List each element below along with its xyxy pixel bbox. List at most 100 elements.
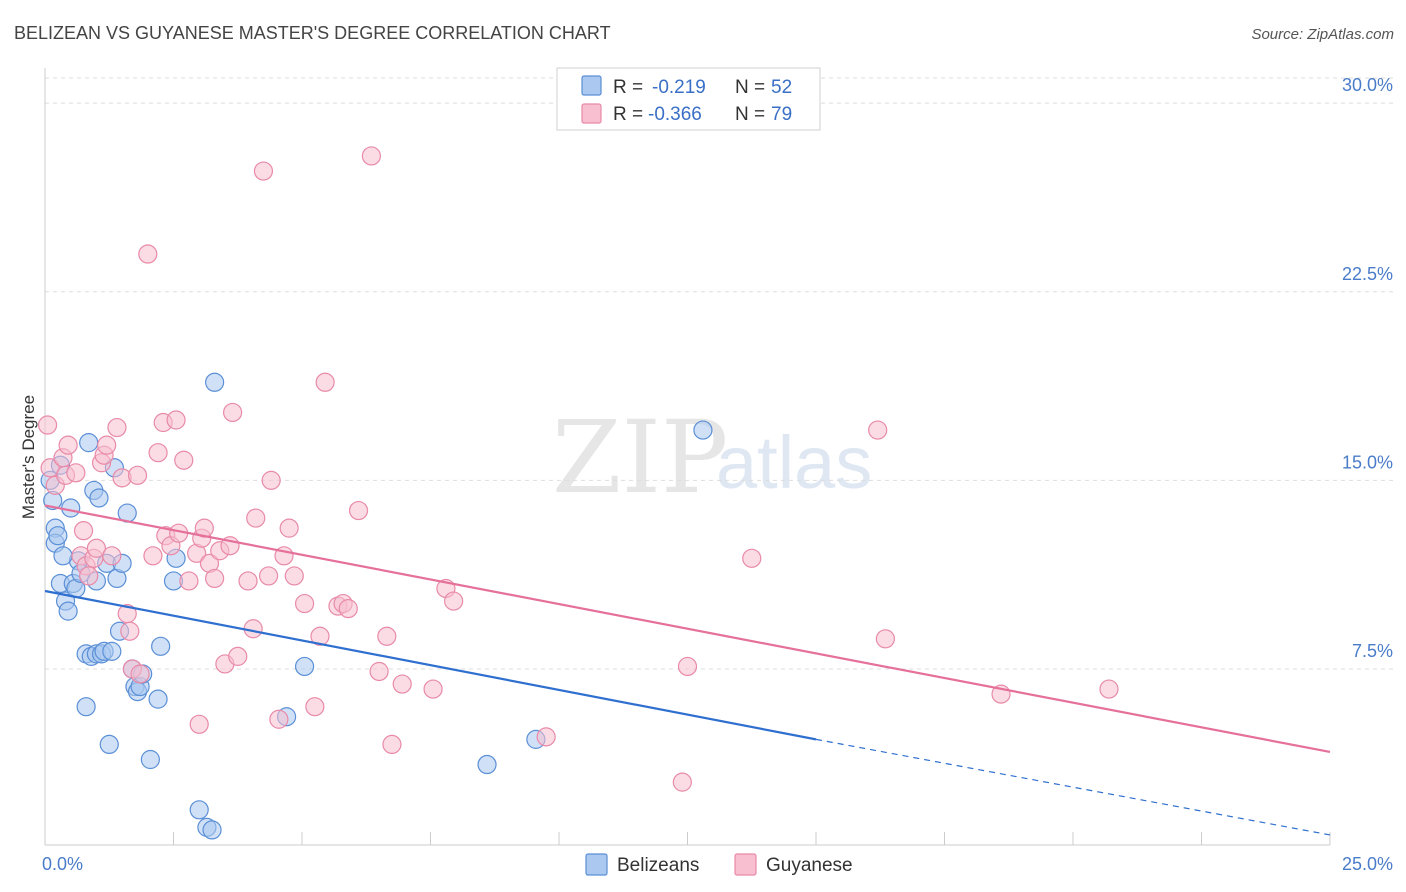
belizeans-point-51 <box>53 546 73 566</box>
chart-source: Source: ZipAtlas.com <box>1251 26 1394 43</box>
belizeans-point-44 <box>205 372 225 392</box>
guyanese-point-1 <box>40 458 60 478</box>
guyanese-point-6 <box>66 463 86 483</box>
belizeans-point-20 <box>89 488 109 508</box>
legend-n-value-belizeans: 52 <box>771 77 792 98</box>
belizeans-point-25 <box>102 641 122 661</box>
top-legend: R = -0.219 N = 52 R = -0.366 N = 79 <box>556 67 821 131</box>
y-tick-label-1: 15.0% <box>1342 452 1393 472</box>
belizeans-trend-line <box>44 589 817 741</box>
guyanese-point-30 <box>166 410 186 430</box>
guyanese-point-58 <box>315 372 335 392</box>
legend-n-label-guyanese: N = <box>735 104 765 125</box>
guyanese-point-72 <box>672 772 692 792</box>
belizeans-point-15 <box>79 433 99 453</box>
guyanese-point-47 <box>246 508 266 528</box>
guyanese-point-45 <box>238 571 258 591</box>
guyanese-point-71 <box>536 727 556 747</box>
chart-title: BELIZEAN VS GUYANESE MASTER'S DEGREE COR… <box>14 23 611 43</box>
belizeans-point-14 <box>76 697 96 717</box>
belizeans-trend-line-extension <box>815 738 1331 836</box>
guyanese-point-25 <box>143 546 163 566</box>
legend-swatch-guyanese <box>581 103 602 124</box>
bottom-legend-swatch-guyanese <box>734 853 757 876</box>
y-tick-label-2: 22.5% <box>1342 264 1393 284</box>
legend-r-value-belizeans: -0.219 <box>652 77 706 98</box>
belizeans-point-47 <box>477 754 497 775</box>
legend-n-value-guyanese: 79 <box>771 104 792 125</box>
bottom-legend-swatch-belizeans <box>585 853 608 876</box>
bottom-legend-label-belizeans: Belizeans <box>617 855 699 876</box>
guyanese-point-10 <box>79 566 99 586</box>
bottom-legend: Belizeans Guyanese <box>585 853 853 876</box>
y-tick-label-0: 7.5% <box>1352 641 1393 661</box>
legend-r-value-guyanese: -0.366 <box>648 104 702 125</box>
belizeans-point-7 <box>58 601 78 621</box>
guyanese-point-56 <box>305 697 325 717</box>
guyanese-point-64 <box>369 661 389 682</box>
guyanese-point-23 <box>130 664 150 684</box>
guyanese-point-8 <box>73 521 94 541</box>
guyanese-point-66 <box>382 734 402 755</box>
tick-labels: 7.5% 15.0% 22.5% 30.0% 0.0% 25.0% <box>42 75 1393 874</box>
guyanese-point-16 <box>102 546 122 566</box>
legend-n-label-belizeans: N = <box>735 77 765 98</box>
guyanese-point-70 <box>444 591 464 611</box>
x-tick-label-1: 25.0% <box>1342 854 1393 874</box>
belizeans-point-49 <box>693 420 713 440</box>
guyanese-point-48 <box>253 161 274 181</box>
guyanese-point-51 <box>269 709 289 729</box>
guyanese-point-39 <box>205 568 225 589</box>
guyanese-point-46 <box>243 619 263 639</box>
y-tick-label-3: 30.0% <box>1342 75 1393 95</box>
guyanese-point-17 <box>107 417 127 438</box>
belizeans-point-43 <box>202 820 222 840</box>
watermark: ZIP atlas <box>552 399 872 516</box>
belizeans-point-36 <box>140 749 160 770</box>
guyanese-point-32 <box>174 450 194 470</box>
guyanese-point-20 <box>120 621 140 641</box>
guyanese-point-67 <box>392 674 412 694</box>
belizeans-point-41 <box>189 800 209 820</box>
guyanese-point-22 <box>127 465 148 485</box>
y-axis-label: Master's Degree <box>19 395 38 519</box>
legend-r-label-guyanese: R = <box>613 104 643 125</box>
guyanese-point-43 <box>223 402 243 423</box>
guyanese-point-62 <box>348 500 369 521</box>
guyanese-point-75 <box>868 420 888 440</box>
legend-r-label-belizeans: R = <box>613 77 643 98</box>
guyanese-point-78 <box>1099 679 1119 699</box>
guyanese-point-26 <box>148 443 168 463</box>
belizeans-point-37 <box>148 689 168 709</box>
belizeans-point-3 <box>48 526 68 546</box>
belizeans-point-46 <box>294 656 315 677</box>
belizeans-point-24 <box>99 734 119 755</box>
guyanese-point-35 <box>189 714 209 734</box>
guyanese-point-73 <box>677 656 698 677</box>
guyanese-point-76 <box>875 629 895 649</box>
guyanese-point-54 <box>284 566 304 586</box>
guyanese-point-44 <box>228 646 248 666</box>
guyanese-point-57 <box>310 626 330 646</box>
trendlines <box>44 504 1331 836</box>
guyanese-trend-line <box>44 504 1331 754</box>
guyanese-point-65 <box>377 626 397 646</box>
watermark-atlas: atlas <box>716 421 872 504</box>
guyanese-point-50 <box>261 470 281 490</box>
belizeans-point-8 <box>61 498 81 518</box>
x-tick-label-0: 0.0% <box>42 854 83 874</box>
guyanese-point-0 <box>37 415 58 435</box>
guyanese-point-24 <box>138 244 158 264</box>
bottom-legend-label-guyanese: Guyanese <box>766 855 853 876</box>
guyanese-point-49 <box>258 566 279 586</box>
guyanese-point-5 <box>58 435 78 455</box>
guyanese-point-33 <box>179 571 199 591</box>
guyanese-point-12 <box>86 538 107 558</box>
guyanese-point-15 <box>97 435 117 455</box>
belizeans-point-38 <box>151 636 171 656</box>
guyanese-point-55 <box>294 593 315 614</box>
watermark-zip: ZIP <box>552 399 728 516</box>
guyanese-point-74 <box>742 548 762 568</box>
guyanese-point-53 <box>279 518 299 538</box>
